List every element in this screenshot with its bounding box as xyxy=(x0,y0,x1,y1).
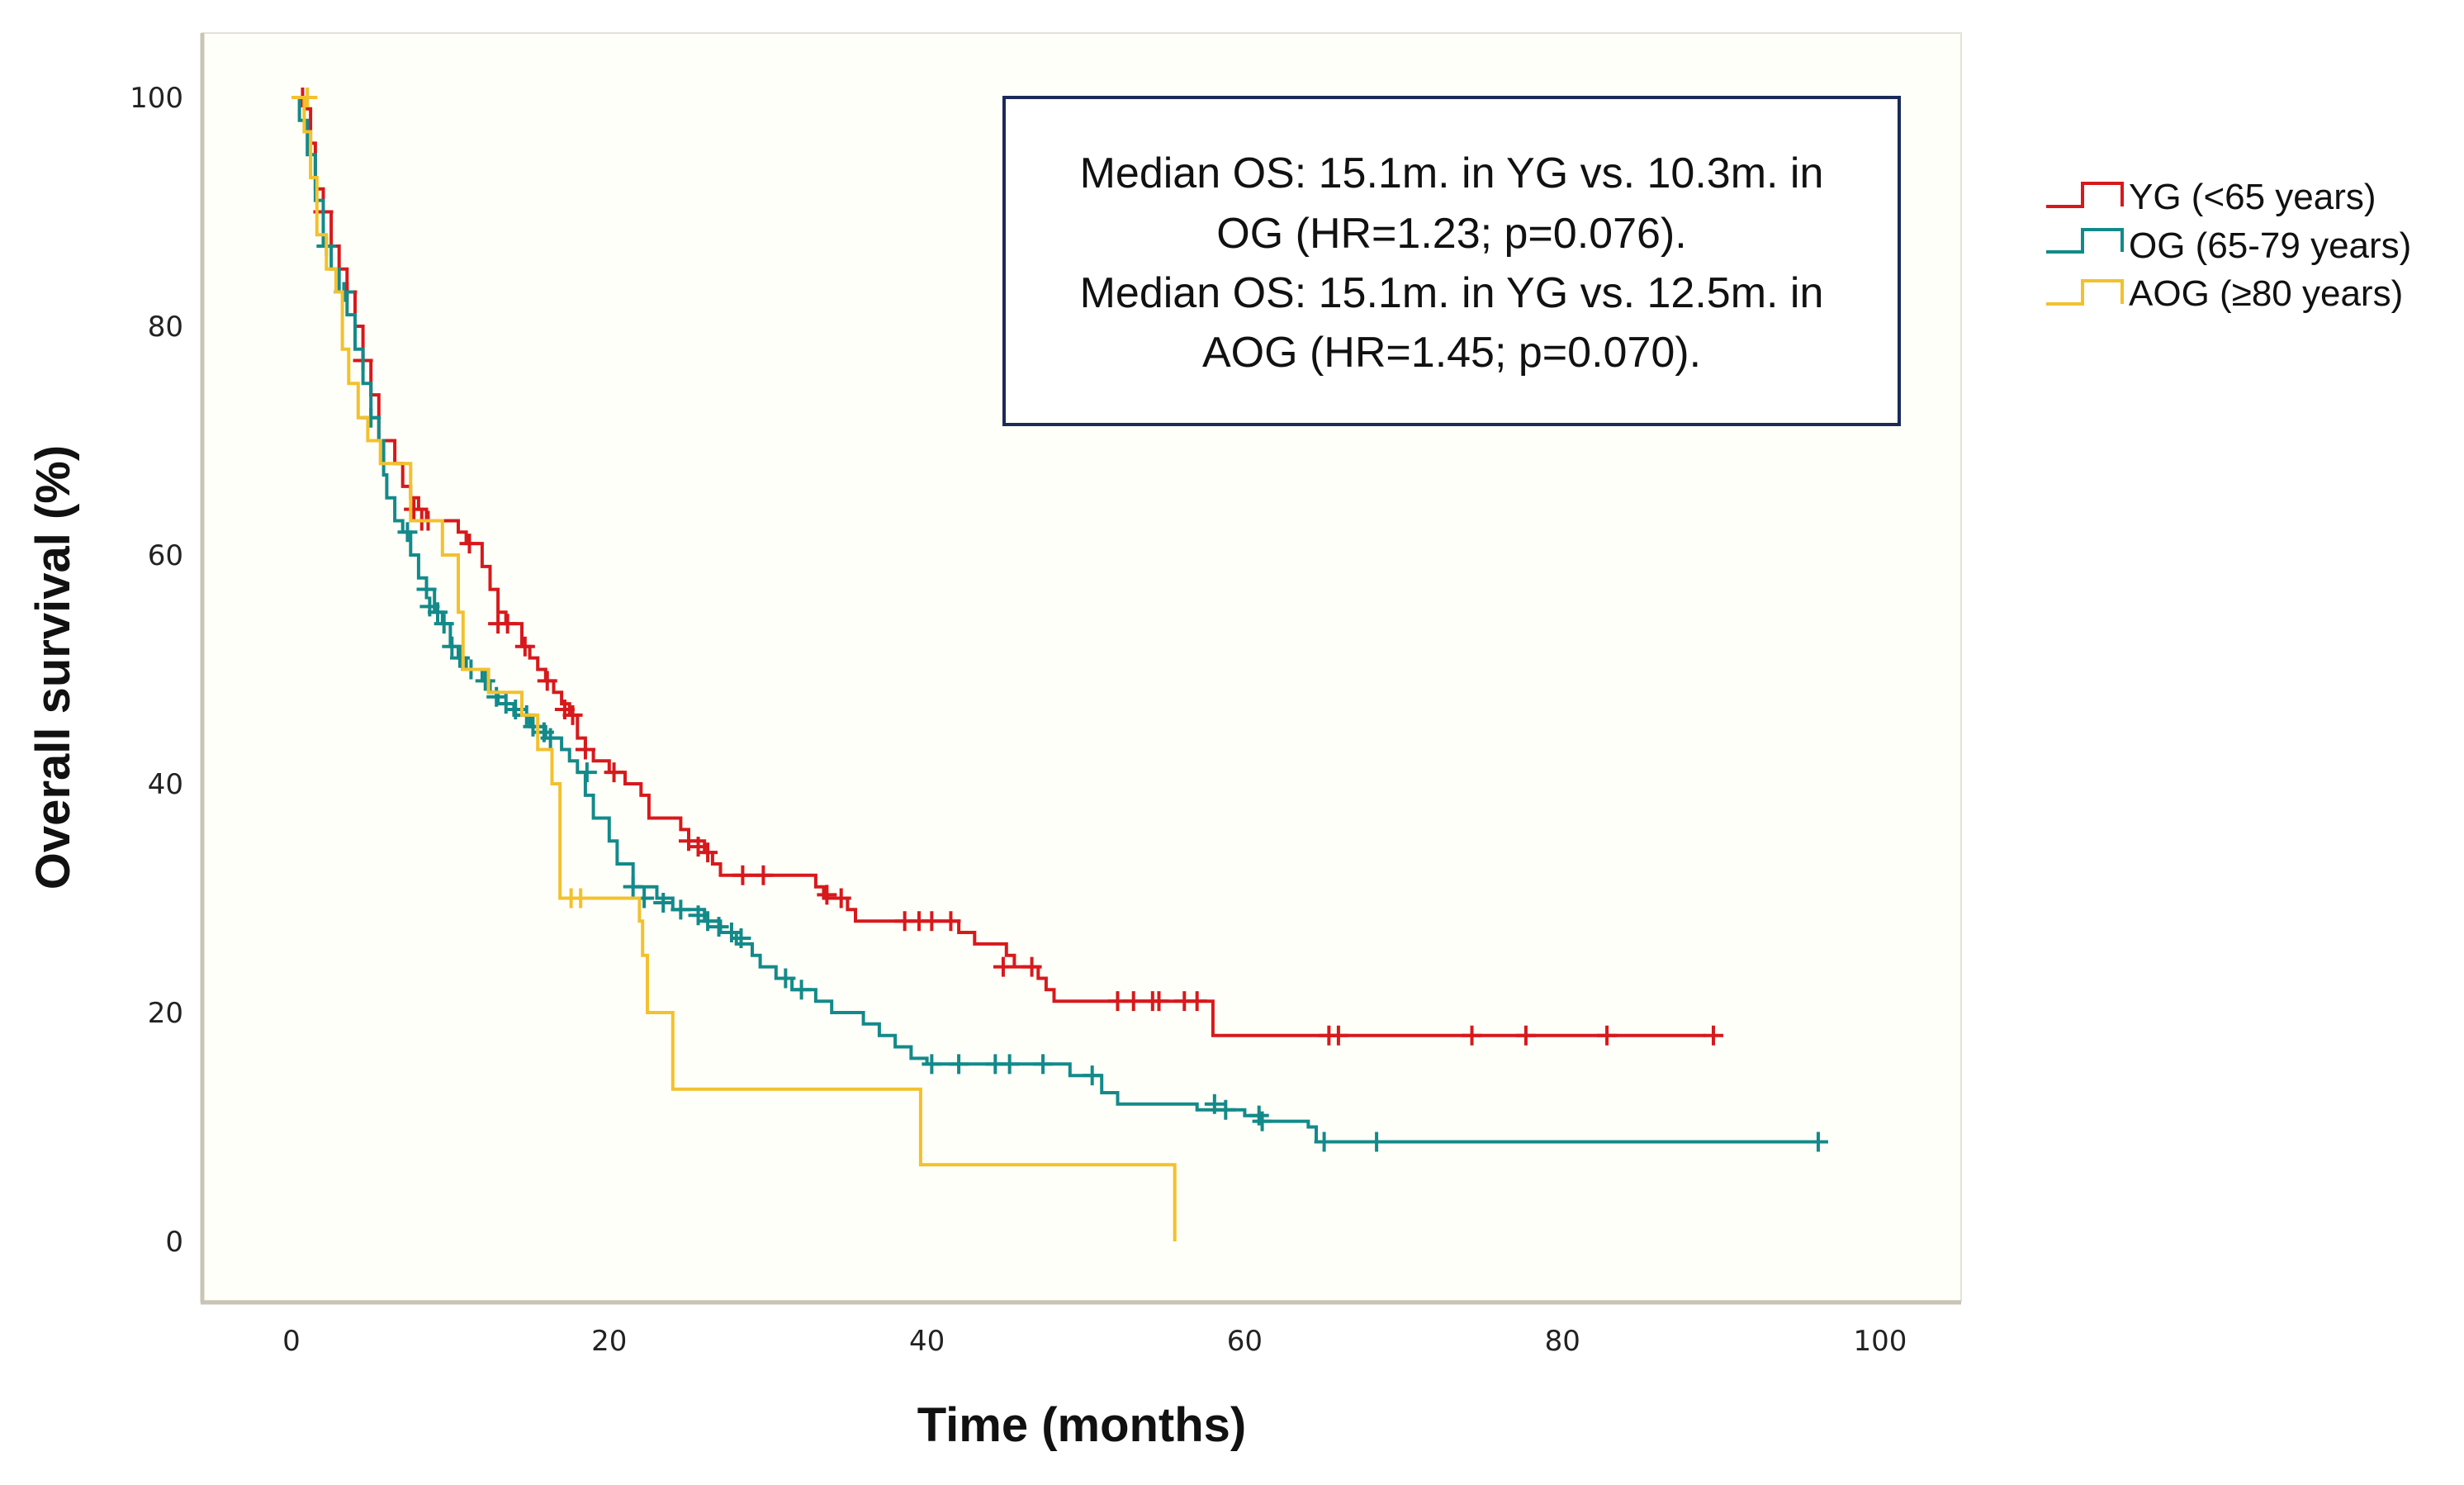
x-tick-label: 80 xyxy=(1545,1325,1580,1358)
censor-mark xyxy=(428,602,448,623)
censor-mark xyxy=(1252,1111,1272,1132)
legend-swatch-aog xyxy=(2046,279,2124,306)
censor-mark xyxy=(416,579,437,600)
legend-item-og: OG (65-79 years) xyxy=(2046,225,2411,266)
censor-mark xyxy=(1703,1025,1723,1046)
y-tick-label: 80 xyxy=(148,311,183,344)
censor-mark xyxy=(1328,1025,1348,1046)
y-tick-label: 60 xyxy=(148,539,183,572)
censor-mark xyxy=(1462,1025,1482,1046)
annotation-line-3: Median OS: 15.1m. in YG vs. 12.5m. in xyxy=(1080,269,1824,317)
y-tick-label: 100 xyxy=(130,82,183,115)
censor-mark xyxy=(831,888,851,909)
survival-curve-2 xyxy=(291,96,1177,1241)
legend-label-yg: YG (<65 years) xyxy=(2129,177,2376,217)
legend-swatch-yg xyxy=(2046,182,2124,208)
censor-mark xyxy=(1204,1094,1225,1114)
censor-mark xyxy=(1215,1099,1236,1120)
legend-item-yg: YG (<65 years) xyxy=(2046,177,2376,217)
censor-mark xyxy=(1808,1132,1828,1152)
x-tick-label: 100 xyxy=(1854,1325,1907,1358)
censor-mark xyxy=(449,648,470,668)
legend-label-aog: AOG (≥80 years) xyxy=(2129,273,2403,314)
censor-mark xyxy=(922,1054,942,1075)
censor-mark xyxy=(1021,956,1042,977)
x-tick-label: 0 xyxy=(282,1325,301,1358)
censor-mark xyxy=(1123,991,1144,1012)
censor-mark xyxy=(540,728,561,748)
censor-mark xyxy=(397,522,418,543)
legend-item-aog: AOG (≥80 years) xyxy=(2046,273,2403,314)
annotation-box: Median OS: 15.1m. in YG vs. 10.3m. in OG… xyxy=(1002,96,1901,426)
censor-mark xyxy=(698,842,718,863)
censor-mark xyxy=(753,865,774,885)
censor-mark xyxy=(404,499,424,520)
censor-mark xyxy=(459,534,480,554)
censor-mark xyxy=(571,888,591,909)
series-layer xyxy=(291,88,1828,1241)
series-2 xyxy=(291,88,1177,1241)
y-axis-title: Overall survival (%) xyxy=(26,445,80,890)
y-tick-label: 40 xyxy=(148,768,183,801)
censor-mark xyxy=(537,671,557,691)
legend-label-og: OG (65-79 years) xyxy=(2129,225,2411,266)
annotation-line-2: OG (HR=1.23; p=0.076). xyxy=(1216,210,1686,258)
x-tick-label: 40 xyxy=(909,1325,945,1358)
x-tick-label: 20 xyxy=(591,1325,627,1358)
censor-mark xyxy=(297,88,318,107)
censor-mark xyxy=(670,899,691,920)
censor-mark xyxy=(475,671,495,691)
censor-mark xyxy=(1314,1132,1334,1152)
censor-mark xyxy=(575,739,595,760)
annotation-line-1: Median OS: 15.1m. in YG vs. 10.3m. in xyxy=(1080,149,1824,197)
censor-mark xyxy=(1033,1054,1054,1075)
censor-mark xyxy=(775,968,796,989)
censor-mark xyxy=(442,636,462,657)
censor-mark xyxy=(1082,1065,1102,1086)
annotation-line-4: AOG (HR=1.45; p=0.070). xyxy=(1202,329,1701,377)
censor-mark xyxy=(1187,991,1207,1012)
y-ticks: 0 20 40 60 80 100 xyxy=(130,82,183,1259)
censor-mark xyxy=(941,911,961,932)
censor-mark xyxy=(817,885,837,905)
annotation-frame xyxy=(1002,96,1901,426)
x-ticks: 0 20 40 60 80 100 xyxy=(282,1325,1907,1358)
censor-mark xyxy=(1597,1025,1618,1046)
censor-mark xyxy=(623,876,643,897)
legend: YG (<65 years) OG (65-79 years) AOG (≥80… xyxy=(2046,177,2411,314)
censor-mark xyxy=(497,614,518,634)
censor-mark xyxy=(434,614,454,634)
y-tick-label: 0 xyxy=(165,1226,183,1259)
censor-mark xyxy=(791,980,812,1000)
censor-mark xyxy=(922,911,942,932)
censor-mark xyxy=(731,928,751,948)
censor-mark xyxy=(523,716,543,737)
censor-mark xyxy=(653,893,674,913)
x-tick-label: 60 xyxy=(1227,1325,1263,1358)
censor-mark xyxy=(1149,991,1169,1012)
censor-mark xyxy=(949,1054,969,1075)
censor-mark xyxy=(1515,1025,1536,1046)
y-tick-label: 20 xyxy=(148,997,183,1030)
censor-mark xyxy=(576,762,597,783)
censor-mark xyxy=(999,1054,1020,1075)
censor-mark xyxy=(514,636,535,657)
censor-mark xyxy=(1367,1132,1387,1152)
censor-mark xyxy=(708,917,729,937)
censor-mark xyxy=(993,956,1013,977)
censor-mark xyxy=(698,911,718,932)
x-axis-title: Time (months) xyxy=(917,1398,1247,1452)
censor-mark xyxy=(604,762,624,783)
legend-swatch-og xyxy=(2046,228,2124,254)
censor-mark xyxy=(562,705,583,725)
censor-mark xyxy=(732,865,753,885)
